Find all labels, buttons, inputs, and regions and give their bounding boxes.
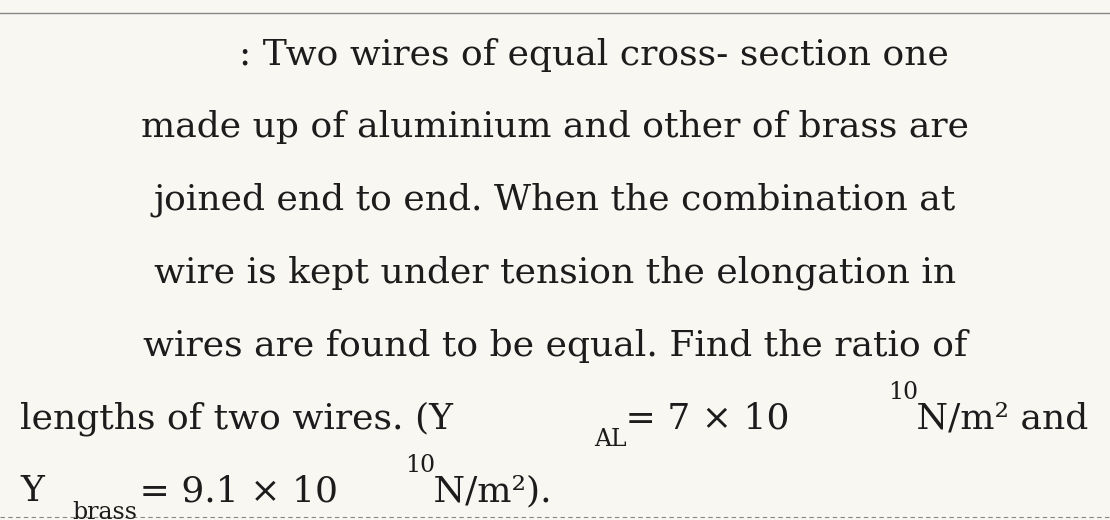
Text: joined end to end. When the combination at: joined end to end. When the combination … <box>154 183 956 217</box>
Text: brass: brass <box>72 501 138 520</box>
Text: wires are found to be equal. Find the ratio of: wires are found to be equal. Find the ra… <box>143 329 967 363</box>
Text: = 7 × 10: = 7 × 10 <box>614 401 789 436</box>
Text: N/m² and: N/m² and <box>905 401 1088 436</box>
Text: : Two wires of equal cross- section one: : Two wires of equal cross- section one <box>239 37 949 72</box>
Text: wire is kept under tension the elongation in: wire is kept under tension the elongatio… <box>154 256 956 290</box>
Text: lengths of two wires. (Y: lengths of two wires. (Y <box>20 401 453 436</box>
Text: Y: Y <box>20 474 44 509</box>
Text: = 9.1 × 10: = 9.1 × 10 <box>128 474 337 509</box>
Text: AL: AL <box>594 428 626 451</box>
Text: made up of aluminium and other of brass are: made up of aluminium and other of brass … <box>141 110 969 145</box>
Text: 10: 10 <box>405 454 435 477</box>
Text: N/m²).: N/m²). <box>422 474 552 509</box>
Text: 10: 10 <box>888 381 918 404</box>
